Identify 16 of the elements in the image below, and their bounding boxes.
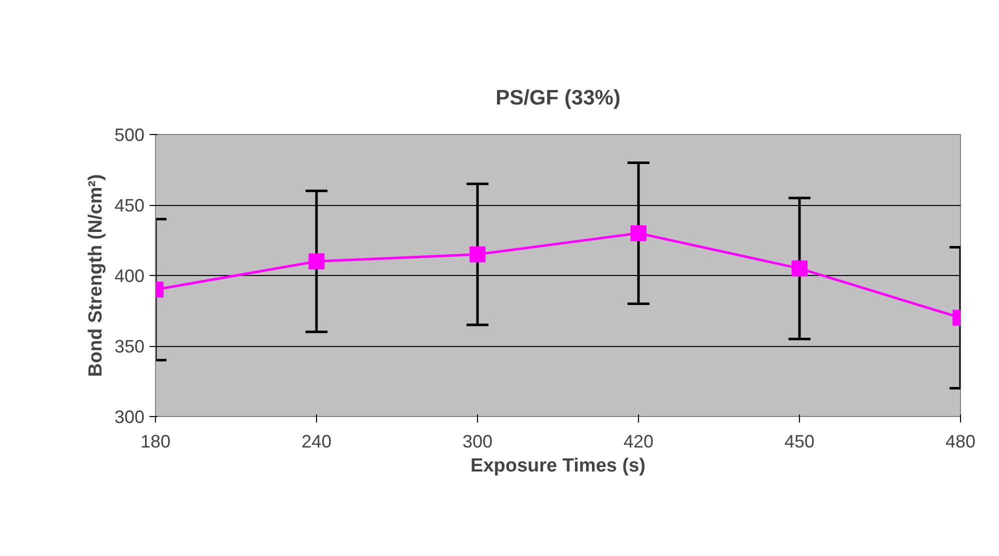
x-tick-label: 480 [945, 432, 976, 452]
x-tick-label: 450 [784, 432, 815, 452]
chart-title: PS/GF (33%) [496, 86, 620, 110]
y-tick-label: 400 [114, 266, 145, 286]
x-tick-label: 240 [301, 432, 332, 452]
y-tick-label: 500 [114, 125, 145, 145]
x-tick-label: 420 [623, 432, 654, 452]
y-tick-label: 350 [114, 336, 145, 356]
x-axis-title: Exposure Times (s) [470, 456, 646, 476]
y-axis-title: Bond Strength (N/cm²) [85, 174, 106, 377]
x-tick-label: 180 [140, 432, 171, 452]
y-tick-label: 300 [114, 407, 145, 427]
point [470, 246, 486, 262]
x-tick-label: 300 [462, 432, 493, 452]
y-tick-label: 450 [114, 196, 145, 216]
point [630, 225, 646, 242]
